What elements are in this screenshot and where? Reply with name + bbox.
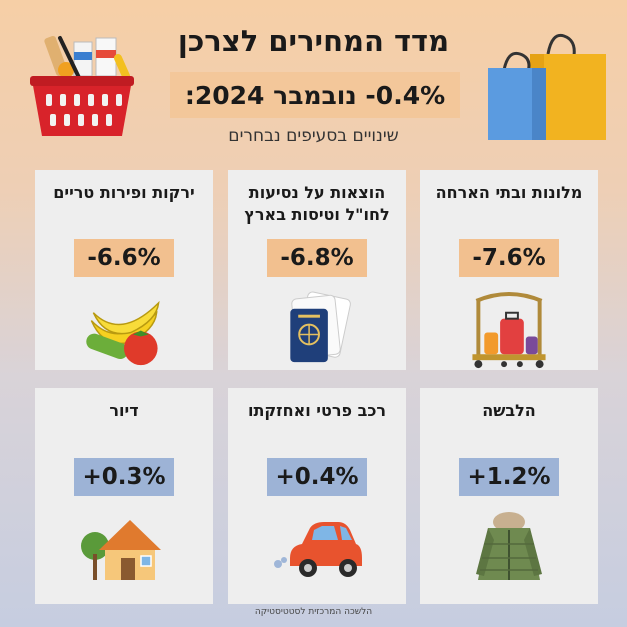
category-label: ירקות ופירות טריים	[53, 183, 195, 202]
category-change-value: -6.6%	[74, 239, 174, 277]
category-change-value: -7.6%	[459, 239, 559, 277]
car-icon	[274, 522, 362, 577]
category-card-clothing: הלבשה +1.2%	[420, 388, 598, 604]
category-card-hotels: מלונות ובתי הארחה -7.6%	[420, 170, 598, 370]
passport-tickets-icon	[290, 291, 351, 363]
category-change-value: -6.8%	[267, 239, 367, 277]
headline-value: -0.4%	[365, 80, 446, 110]
category-change-value: +1.2%	[459, 458, 559, 496]
category-change-value: +0.4%	[267, 458, 367, 496]
page-title: מדד המחירים לצרכן	[177, 24, 450, 58]
category-card-produce: ירקות ופירות טריים -6.6%	[35, 170, 213, 370]
shopping-bags-icon	[488, 33, 606, 140]
category-label: מלונות ובתי הארחה	[435, 183, 583, 202]
category-label: דיור	[109, 401, 139, 420]
headline-label: נובמבר 2024:	[184, 80, 357, 110]
fruits-vegetables-icon	[86, 300, 160, 366]
category-card-car: רכב פרטי ואחזקתו +0.4%	[228, 388, 406, 604]
category-card-travel: הוצאות על נסיעות לחו"ל וטיסות בארץ -6.8%	[228, 170, 406, 370]
category-label: הלבשה	[482, 401, 536, 420]
shopping-basket-icon	[30, 35, 134, 136]
source-credit: הלשכה המרכזית לסטטיסטיקה	[254, 607, 373, 617]
hotel-luggage-cart-icon	[472, 292, 546, 369]
category-label: הוצאות על נסיעות לחו"ל וטיסות בארץ	[244, 183, 390, 224]
headline-box: נובמבר 2024: -0.4%	[170, 72, 460, 118]
winter-jacket-icon	[476, 512, 542, 580]
house-icon	[81, 520, 161, 580]
category-label: רכב פרטי ואחזקתו	[247, 401, 387, 420]
category-card-housing: דיור +0.3%	[35, 388, 213, 604]
page-subtitle: שינויים בסעיפים נבחרים	[228, 126, 399, 146]
category-change-value: +0.3%	[74, 458, 174, 496]
